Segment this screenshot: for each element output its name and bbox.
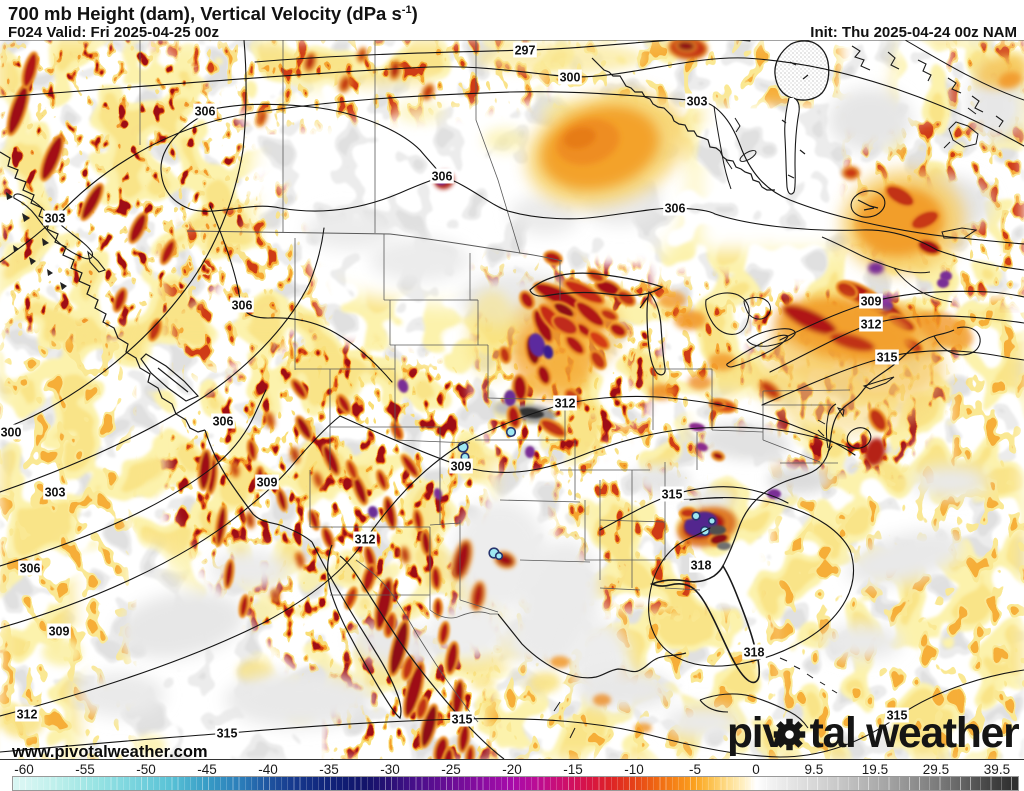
svg-text:306: 306 xyxy=(432,170,453,184)
svg-text:pivotal weather: pivotal weather xyxy=(727,710,1019,757)
svg-text:303: 303 xyxy=(45,486,66,500)
svg-text:318: 318 xyxy=(691,559,712,573)
svg-text:300: 300 xyxy=(1,426,22,440)
svg-text:309: 309 xyxy=(257,476,278,490)
svg-text:306: 306 xyxy=(213,415,234,429)
svg-text:312: 312 xyxy=(555,397,576,411)
svg-text:315: 315 xyxy=(877,351,898,365)
svg-text:309: 309 xyxy=(861,295,882,309)
svg-text:300: 300 xyxy=(560,71,581,85)
svg-text:315: 315 xyxy=(887,709,908,723)
svg-text:303: 303 xyxy=(687,95,708,109)
svg-text:306: 306 xyxy=(232,299,253,313)
svg-text:309: 309 xyxy=(49,625,70,639)
svg-text:306: 306 xyxy=(20,562,41,576)
svg-text:315: 315 xyxy=(217,727,238,741)
svg-text:306: 306 xyxy=(195,105,216,119)
svg-text:303: 303 xyxy=(45,212,66,226)
svg-text:309: 309 xyxy=(451,460,472,474)
svg-text:315: 315 xyxy=(452,713,473,727)
svg-text:312: 312 xyxy=(17,708,38,722)
svg-text:318: 318 xyxy=(744,646,765,660)
svg-text:312: 312 xyxy=(355,533,376,547)
svg-text:306: 306 xyxy=(665,202,686,216)
svg-text:www.pivotalweather.com: www.pivotalweather.com xyxy=(11,743,208,760)
svg-text:312: 312 xyxy=(861,318,882,332)
svg-text:297: 297 xyxy=(515,44,536,58)
svg-text:315: 315 xyxy=(662,488,683,502)
